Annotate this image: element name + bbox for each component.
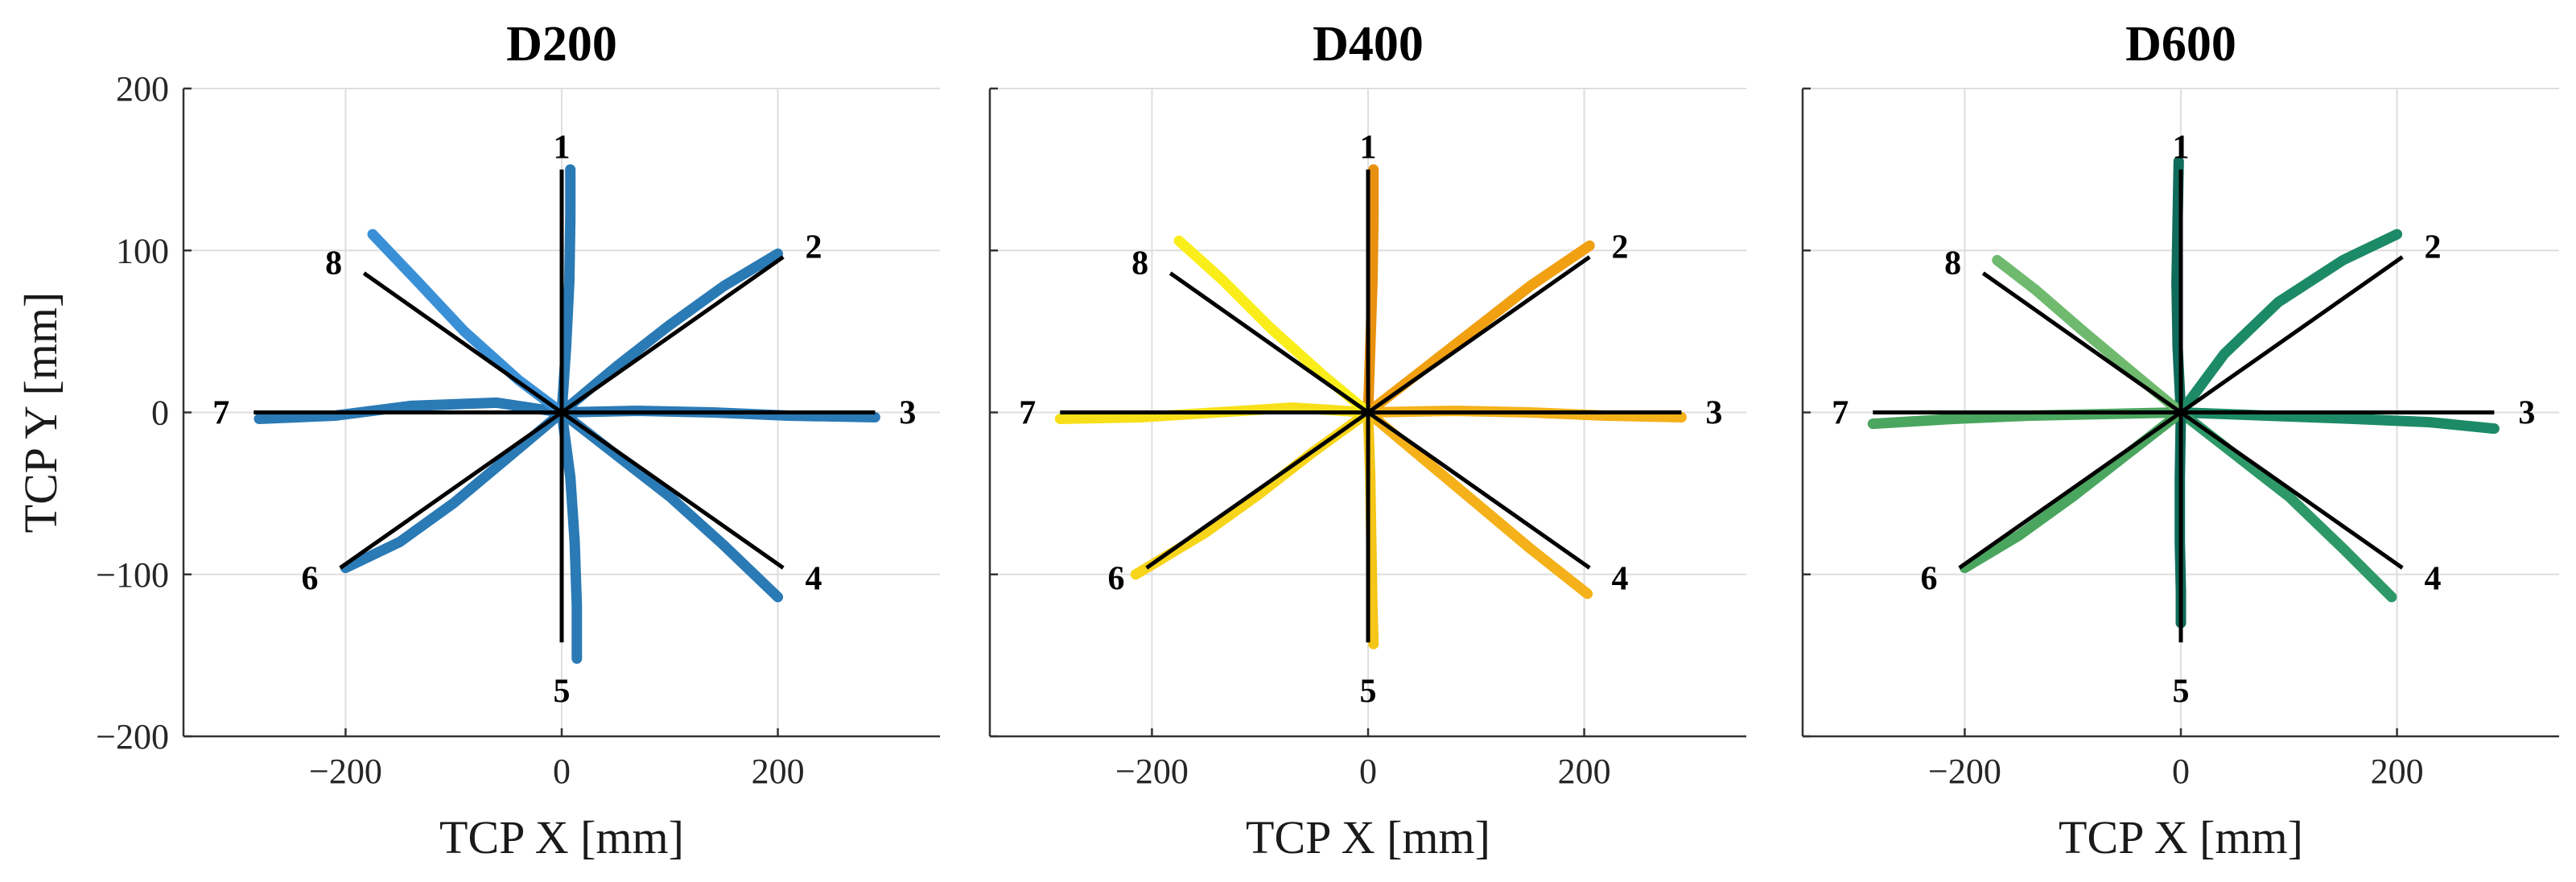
y-tick-label: −100 xyxy=(96,555,169,595)
trajectory-4 xyxy=(556,407,784,603)
direction-label-4: 4 xyxy=(2424,560,2441,597)
direction-label-2: 2 xyxy=(2424,229,2441,266)
trajectory-8 xyxy=(1173,235,1374,418)
panel-d200: −200 0 200 −200 −100 0 100 200 D200 TCP X [mm] TCP… xyxy=(14,17,940,863)
x-tick-label: 0 xyxy=(1359,752,1377,791)
direction-label-5: 5 xyxy=(1360,673,1377,710)
reference-line-6 xyxy=(339,410,563,570)
direction-label-4: 4 xyxy=(805,560,822,597)
direction-label-5: 5 xyxy=(2173,673,2190,710)
x-tick-label: −200 xyxy=(309,752,382,791)
trajectory-2 xyxy=(556,248,784,418)
x-axis-label: TCP X [mm] xyxy=(439,811,684,863)
reference-line-8 xyxy=(1168,271,1370,414)
direction-label-3: 3 xyxy=(2518,395,2535,432)
direction-label-7: 7 xyxy=(1019,395,1036,432)
panel-d600: −200 0 200 D600 TCP X [mm] 1 2 3 4 5 6 7 8 xyxy=(1801,17,2559,863)
direction-label-7: 7 xyxy=(212,395,229,432)
y-axis-label: TCP Y [mm] xyxy=(14,292,67,534)
panel-title: D200 xyxy=(506,17,617,72)
direction-label-8: 8 xyxy=(325,245,342,282)
trajectory-4 xyxy=(2175,407,2397,603)
trajectory-2 xyxy=(2175,229,2403,418)
trajectory-5 xyxy=(556,407,583,664)
x-tick-label: 200 xyxy=(1558,752,1611,791)
x-tick-label: 0 xyxy=(2172,752,2190,791)
reference-line-8 xyxy=(362,271,563,414)
trajectory-8 xyxy=(367,229,567,418)
x-tick-label: 0 xyxy=(553,752,571,791)
y-tick-label: 100 xyxy=(116,231,169,270)
direction-label-6: 6 xyxy=(302,560,319,597)
trajectory-7 xyxy=(253,397,567,424)
panel-title: D400 xyxy=(1313,17,1424,72)
direction-label-7: 7 xyxy=(1832,395,1849,432)
trajectory-6 xyxy=(340,407,567,574)
y-tick-label: −200 xyxy=(96,717,169,756)
x-tick-label: 200 xyxy=(752,752,805,791)
panel-title: D600 xyxy=(2125,17,2236,72)
direction-label-1: 1 xyxy=(554,130,571,167)
trajectory-1 xyxy=(2171,156,2187,418)
x-tick-label: −200 xyxy=(1115,752,1189,791)
direction-label-1: 1 xyxy=(2173,130,2190,167)
trajectory-2 xyxy=(1362,240,1595,418)
trajectory-1 xyxy=(556,164,576,418)
trajectory-6 xyxy=(1959,407,2187,574)
panel-d400: −200 0 200 D400 TCP X [mm] 1 2 3 4 5 6 7 8 xyxy=(988,17,1746,863)
direction-label-2: 2 xyxy=(1611,229,1628,266)
y-tick-label: 200 xyxy=(116,69,169,109)
direction-label-1: 1 xyxy=(1360,130,1377,167)
direction-label-6: 6 xyxy=(1108,560,1125,597)
reference-line-6 xyxy=(1145,410,1370,570)
x-axis-label: TCP X [mm] xyxy=(2059,811,2303,863)
x-tick-label: −200 xyxy=(1928,752,2001,791)
reference-line-6 xyxy=(1958,410,2182,570)
reference-line-2 xyxy=(2179,255,2404,414)
x-tick-label: 200 xyxy=(2371,752,2424,791)
direction-label-6: 6 xyxy=(1921,560,1938,597)
reference-line-2 xyxy=(560,255,785,414)
direction-label-3: 3 xyxy=(1705,395,1722,432)
trajectory-3 xyxy=(2175,407,2500,435)
trajectory-4 xyxy=(1362,407,1593,600)
direction-label-5: 5 xyxy=(554,673,571,710)
y-tick-label: 0 xyxy=(151,394,169,433)
direction-label-2: 2 xyxy=(805,229,822,266)
direction-label-3: 3 xyxy=(899,395,916,432)
x-axis-label: TCP X [mm] xyxy=(1246,811,1490,863)
reference-line-4 xyxy=(1366,410,1591,570)
trajectories xyxy=(1867,156,2500,629)
reference-line-2 xyxy=(1366,255,1591,414)
trajectories xyxy=(1054,164,1687,649)
reference-line-8 xyxy=(1981,271,2182,414)
reference-line-4 xyxy=(560,410,785,570)
direction-label-4: 4 xyxy=(1611,560,1628,597)
trajectory-8 xyxy=(1992,254,2187,418)
direction-label-8: 8 xyxy=(1131,245,1148,282)
direction-label-8: 8 xyxy=(1944,245,1961,282)
reference-line-4 xyxy=(2179,410,2404,570)
